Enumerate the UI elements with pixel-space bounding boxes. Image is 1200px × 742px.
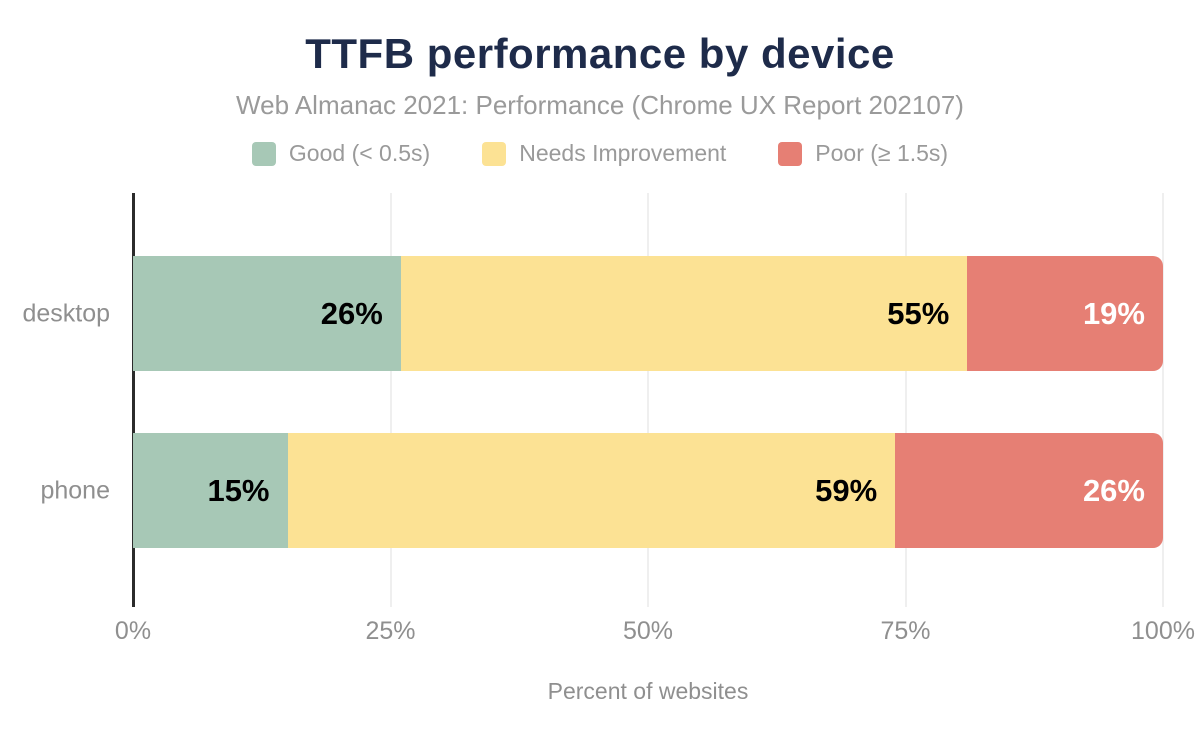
bar-row-phone: 15% 59% 26% <box>133 433 1163 548</box>
x-axis-tick-label: 100% <box>1131 617 1195 645</box>
bar-value-label: 59% <box>815 472 878 508</box>
x-axis-title: Percent of websites <box>547 678 749 704</box>
bar-value-label: 15% <box>207 472 270 508</box>
gridline <box>1162 193 1164 607</box>
chart-subtitle: Web Almanac 2021: Performance (Chrome UX… <box>236 90 964 120</box>
legend-swatch <box>482 141 507 166</box>
legend-item[interactable]: Good (< 0.5s) <box>251 140 431 167</box>
legend-swatch <box>251 141 276 166</box>
bar-value-label: 26% <box>320 295 383 331</box>
plot-area: 26% 55% 19% 15% 59% 26% <box>132 193 1164 607</box>
gridline <box>904 193 907 607</box>
legend: Good (< 0.5s) Needs Improvement Poor (≥ 1.… <box>0 140 1200 167</box>
x-axis-tick-label: 25% <box>365 617 416 645</box>
bar-segment-desktop-needs-improvement[interactable]: 55% <box>400 256 968 371</box>
legend-label: Needs Improvement <box>519 140 727 166</box>
bar-segment-desktop-poor[interactable]: 19% <box>967 256 1163 371</box>
legend-swatch <box>778 141 803 166</box>
bar-segment-phone-poor[interactable]: 26% <box>895 433 1163 548</box>
x-axis-tick-label: 0% <box>114 617 152 645</box>
legend-item[interactable]: Needs Improvement <box>482 140 726 167</box>
y-axis-line <box>132 193 135 607</box>
y-axis-label-phone: phone <box>40 476 110 504</box>
legend-label: Poor (≥ 1.5s) <box>815 140 949 166</box>
legend-item[interactable]: Poor (≥ 1.5s) <box>778 140 948 167</box>
x-axis-tick-label: 50% <box>622 617 674 645</box>
legend-label: Good (< 0.5s) <box>288 140 431 166</box>
bar-value-label: 19% <box>1082 295 1145 331</box>
bar-segment-phone-good[interactable]: 15% <box>133 433 288 548</box>
bar-segment-desktop-good[interactable]: 26% <box>133 256 401 371</box>
x-axis-tick-label: 75% <box>880 617 931 645</box>
bar-value-label: 55% <box>887 295 950 331</box>
bar-row-desktop: 26% 55% 19% <box>133 256 1163 371</box>
bar-value-label: 26% <box>1082 472 1145 508</box>
gridline <box>389 193 392 607</box>
gridline <box>647 193 649 607</box>
y-axis-label-desktop: desktop <box>22 299 110 327</box>
bar-segment-phone-needs-improvement[interactable]: 59% <box>287 433 896 548</box>
chart-title: TTFB performance by device <box>305 30 895 77</box>
